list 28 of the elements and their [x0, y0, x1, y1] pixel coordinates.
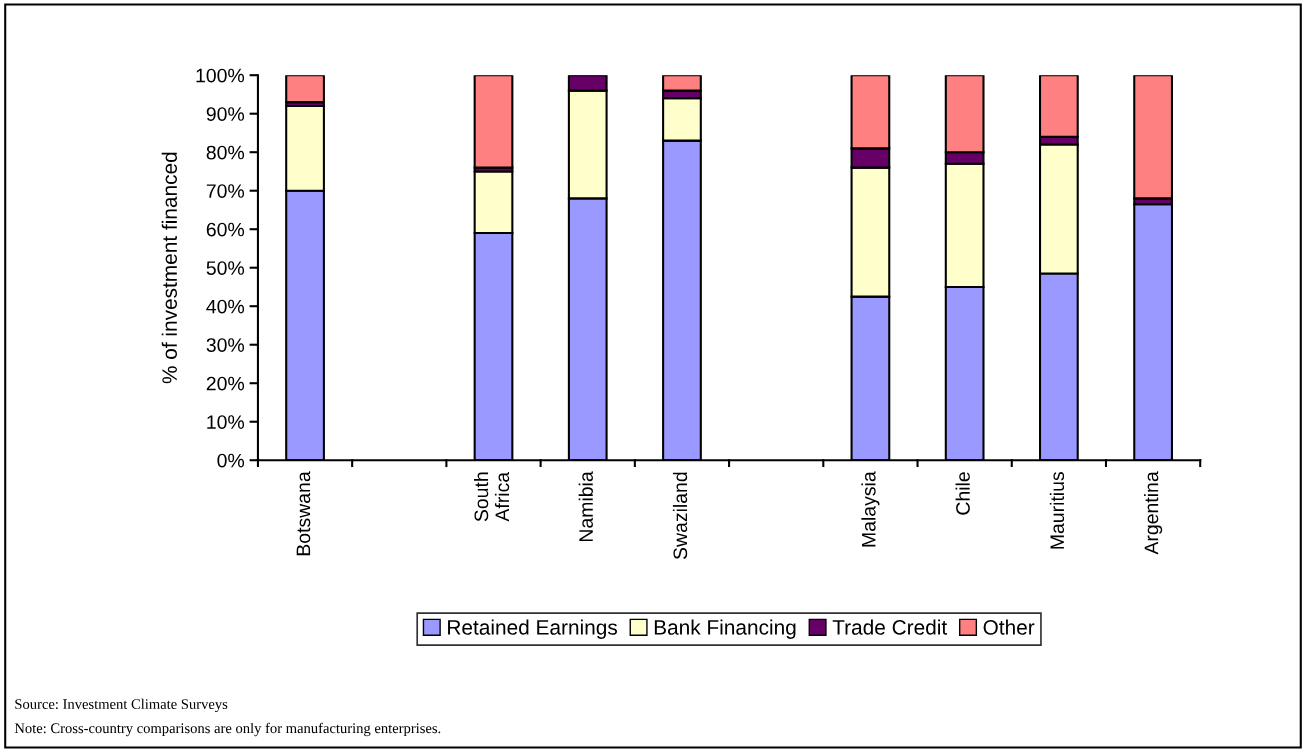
- legend-label: Bank Financing: [654, 619, 796, 639]
- y-tick-label: 80%: [206, 145, 245, 160]
- y-tick-label: 30%: [206, 338, 245, 352]
- y-tick-label: 90%: [206, 107, 245, 121]
- source-note: Source: Investment Climate Surveys: [15, 698, 228, 713]
- x-tick-label: Argentina: [1144, 471, 1163, 555]
- bar: [473, 75, 514, 169]
- legend-label: Trade Credit: [832, 619, 948, 635]
- y-tick-label: 0%: [217, 453, 245, 468]
- x-tick-label: Malaysia: [861, 471, 880, 547]
- y-tick-label: 100%: [196, 68, 245, 83]
- x-tick-label: Namibia: [578, 471, 593, 542]
- y-tick-label: 10%: [207, 415, 245, 429]
- y-tick-label: 70%: [206, 184, 245, 198]
- x-tick-label: Swaziland: [672, 472, 688, 560]
- legend-label: Retained Earnings: [448, 619, 618, 639]
- x-tick-label: Botswana: [296, 471, 311, 556]
- y-tick-label: 50%: [206, 261, 245, 275]
- text: Note: Cross-country comparisons are only for manufacturing enterprises.: [14, 722, 441, 737]
- y-tick-label: 20%: [206, 376, 245, 391]
- y-tick-label: 60%: [206, 222, 245, 237]
- x-tick-label: Chile: [955, 472, 970, 515]
- x-tick-label: Mauritius: [1049, 472, 1065, 549]
- y-tick-label: 40%: [206, 299, 245, 314]
- y-axis-title: % of investment financed: [161, 152, 177, 384]
- x-tick-label: South Africa: [473, 471, 510, 522]
- bar: [285, 75, 325, 104]
- legend-label: Other: [983, 619, 1035, 635]
